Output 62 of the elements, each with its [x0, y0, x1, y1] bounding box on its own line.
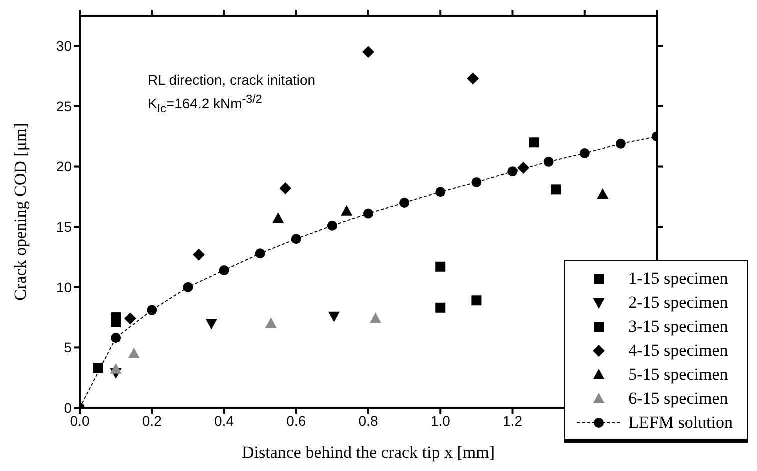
point: [436, 302, 446, 313]
x-tick-label: 1.0: [430, 412, 451, 429]
point: [124, 312, 136, 325]
x-tick-label: 1.2: [503, 412, 523, 429]
point: [400, 198, 410, 208]
point: [255, 248, 266, 259]
point: [128, 348, 140, 358]
point: [436, 262, 446, 272]
point: [362, 46, 374, 58]
x-tick-label: 0.6: [286, 412, 306, 429]
y-tick-label: 5: [64, 340, 72, 356]
point: [93, 363, 104, 374]
y-tick-label: 10: [56, 279, 72, 296]
point: [280, 182, 292, 194]
point: [370, 312, 382, 324]
y-axis-title: Crack opening COD [μm]: [11, 123, 30, 301]
point: [436, 187, 446, 198]
point: [544, 156, 554, 167]
point: [193, 248, 206, 261]
x-tick-label: 0.2: [142, 412, 162, 429]
point: [111, 317, 122, 328]
point: [518, 162, 530, 174]
point: [328, 312, 340, 322]
legend-label: 5-15 specimen: [628, 365, 728, 385]
legend-label: 6-15 specimen: [628, 389, 728, 409]
point: [341, 205, 353, 216]
point: [467, 72, 480, 85]
point: [291, 234, 302, 244]
point: [508, 166, 518, 177]
x-axis-title: Distance behind the crack tip x [mm]: [242, 443, 496, 462]
legend-label: 3-15 specimen: [628, 317, 728, 337]
y-tick-label: 15: [56, 219, 72, 236]
x-tick-label: 0.8: [358, 412, 378, 429]
legend-label: LEFM solution: [628, 413, 733, 433]
point: [327, 220, 338, 231]
point: [183, 282, 194, 292]
annotation: K$_{Ic}$=164.2 kNm$^{-3/2}$: [148, 92, 264, 118]
x-tick-label: 0.0: [70, 412, 90, 429]
point: [265, 318, 277, 328]
point: [597, 188, 609, 200]
legend-label: 4-15 specimen: [628, 341, 728, 361]
point: [110, 363, 122, 374]
point: [472, 296, 482, 306]
point: [219, 266, 230, 276]
point: [551, 184, 562, 195]
point: [580, 148, 590, 158]
point: [111, 333, 122, 344]
y-tick-label: 0: [64, 400, 72, 416]
legend-label: 2-15 specimen: [628, 293, 728, 313]
y-tick-label: 25: [56, 98, 72, 114]
point: [206, 319, 218, 330]
point: [272, 212, 284, 224]
annotation: RL direction, crack initation: [148, 71, 316, 90]
x-tick-label: 0.4: [214, 412, 234, 429]
point: [472, 177, 482, 188]
y-tick-label: 20: [56, 158, 72, 175]
legend-label: 1-15 specimen: [628, 269, 728, 289]
point: [529, 138, 540, 148]
point: [616, 138, 626, 149]
y-tick-label: 30: [56, 38, 72, 54]
point: [147, 305, 158, 316]
point: [364, 208, 374, 219]
